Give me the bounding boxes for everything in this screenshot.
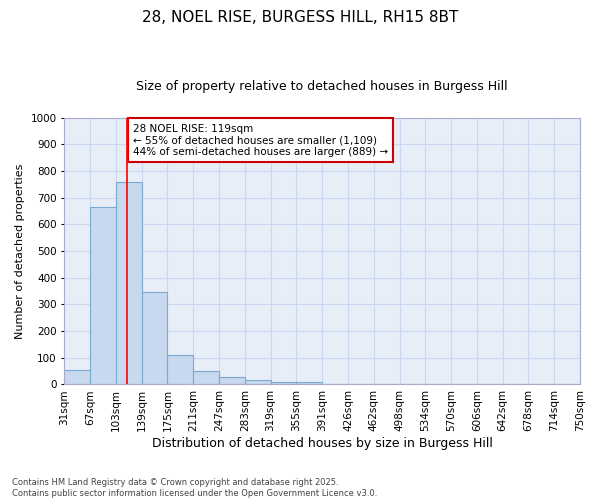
Bar <box>142 292 167 384</box>
Text: 28, NOEL RISE, BURGESS HILL, RH15 8BT: 28, NOEL RISE, BURGESS HILL, RH15 8BT <box>142 10 458 25</box>
Bar <box>271 382 296 384</box>
X-axis label: Distribution of detached houses by size in Burgess Hill: Distribution of detached houses by size … <box>152 437 493 450</box>
Bar <box>90 207 116 384</box>
Bar <box>245 380 271 384</box>
Y-axis label: Number of detached properties: Number of detached properties <box>15 164 25 339</box>
Bar <box>167 355 193 384</box>
Bar <box>193 371 219 384</box>
Title: Size of property relative to detached houses in Burgess Hill: Size of property relative to detached ho… <box>136 80 508 93</box>
Text: 28 NOEL RISE: 119sqm
← 55% of detached houses are smaller (1,109)
44% of semi-de: 28 NOEL RISE: 119sqm ← 55% of detached h… <box>133 124 388 157</box>
Bar <box>219 377 245 384</box>
Bar <box>64 370 90 384</box>
Bar <box>296 382 322 384</box>
Text: Contains HM Land Registry data © Crown copyright and database right 2025.
Contai: Contains HM Land Registry data © Crown c… <box>12 478 377 498</box>
Bar <box>116 182 142 384</box>
